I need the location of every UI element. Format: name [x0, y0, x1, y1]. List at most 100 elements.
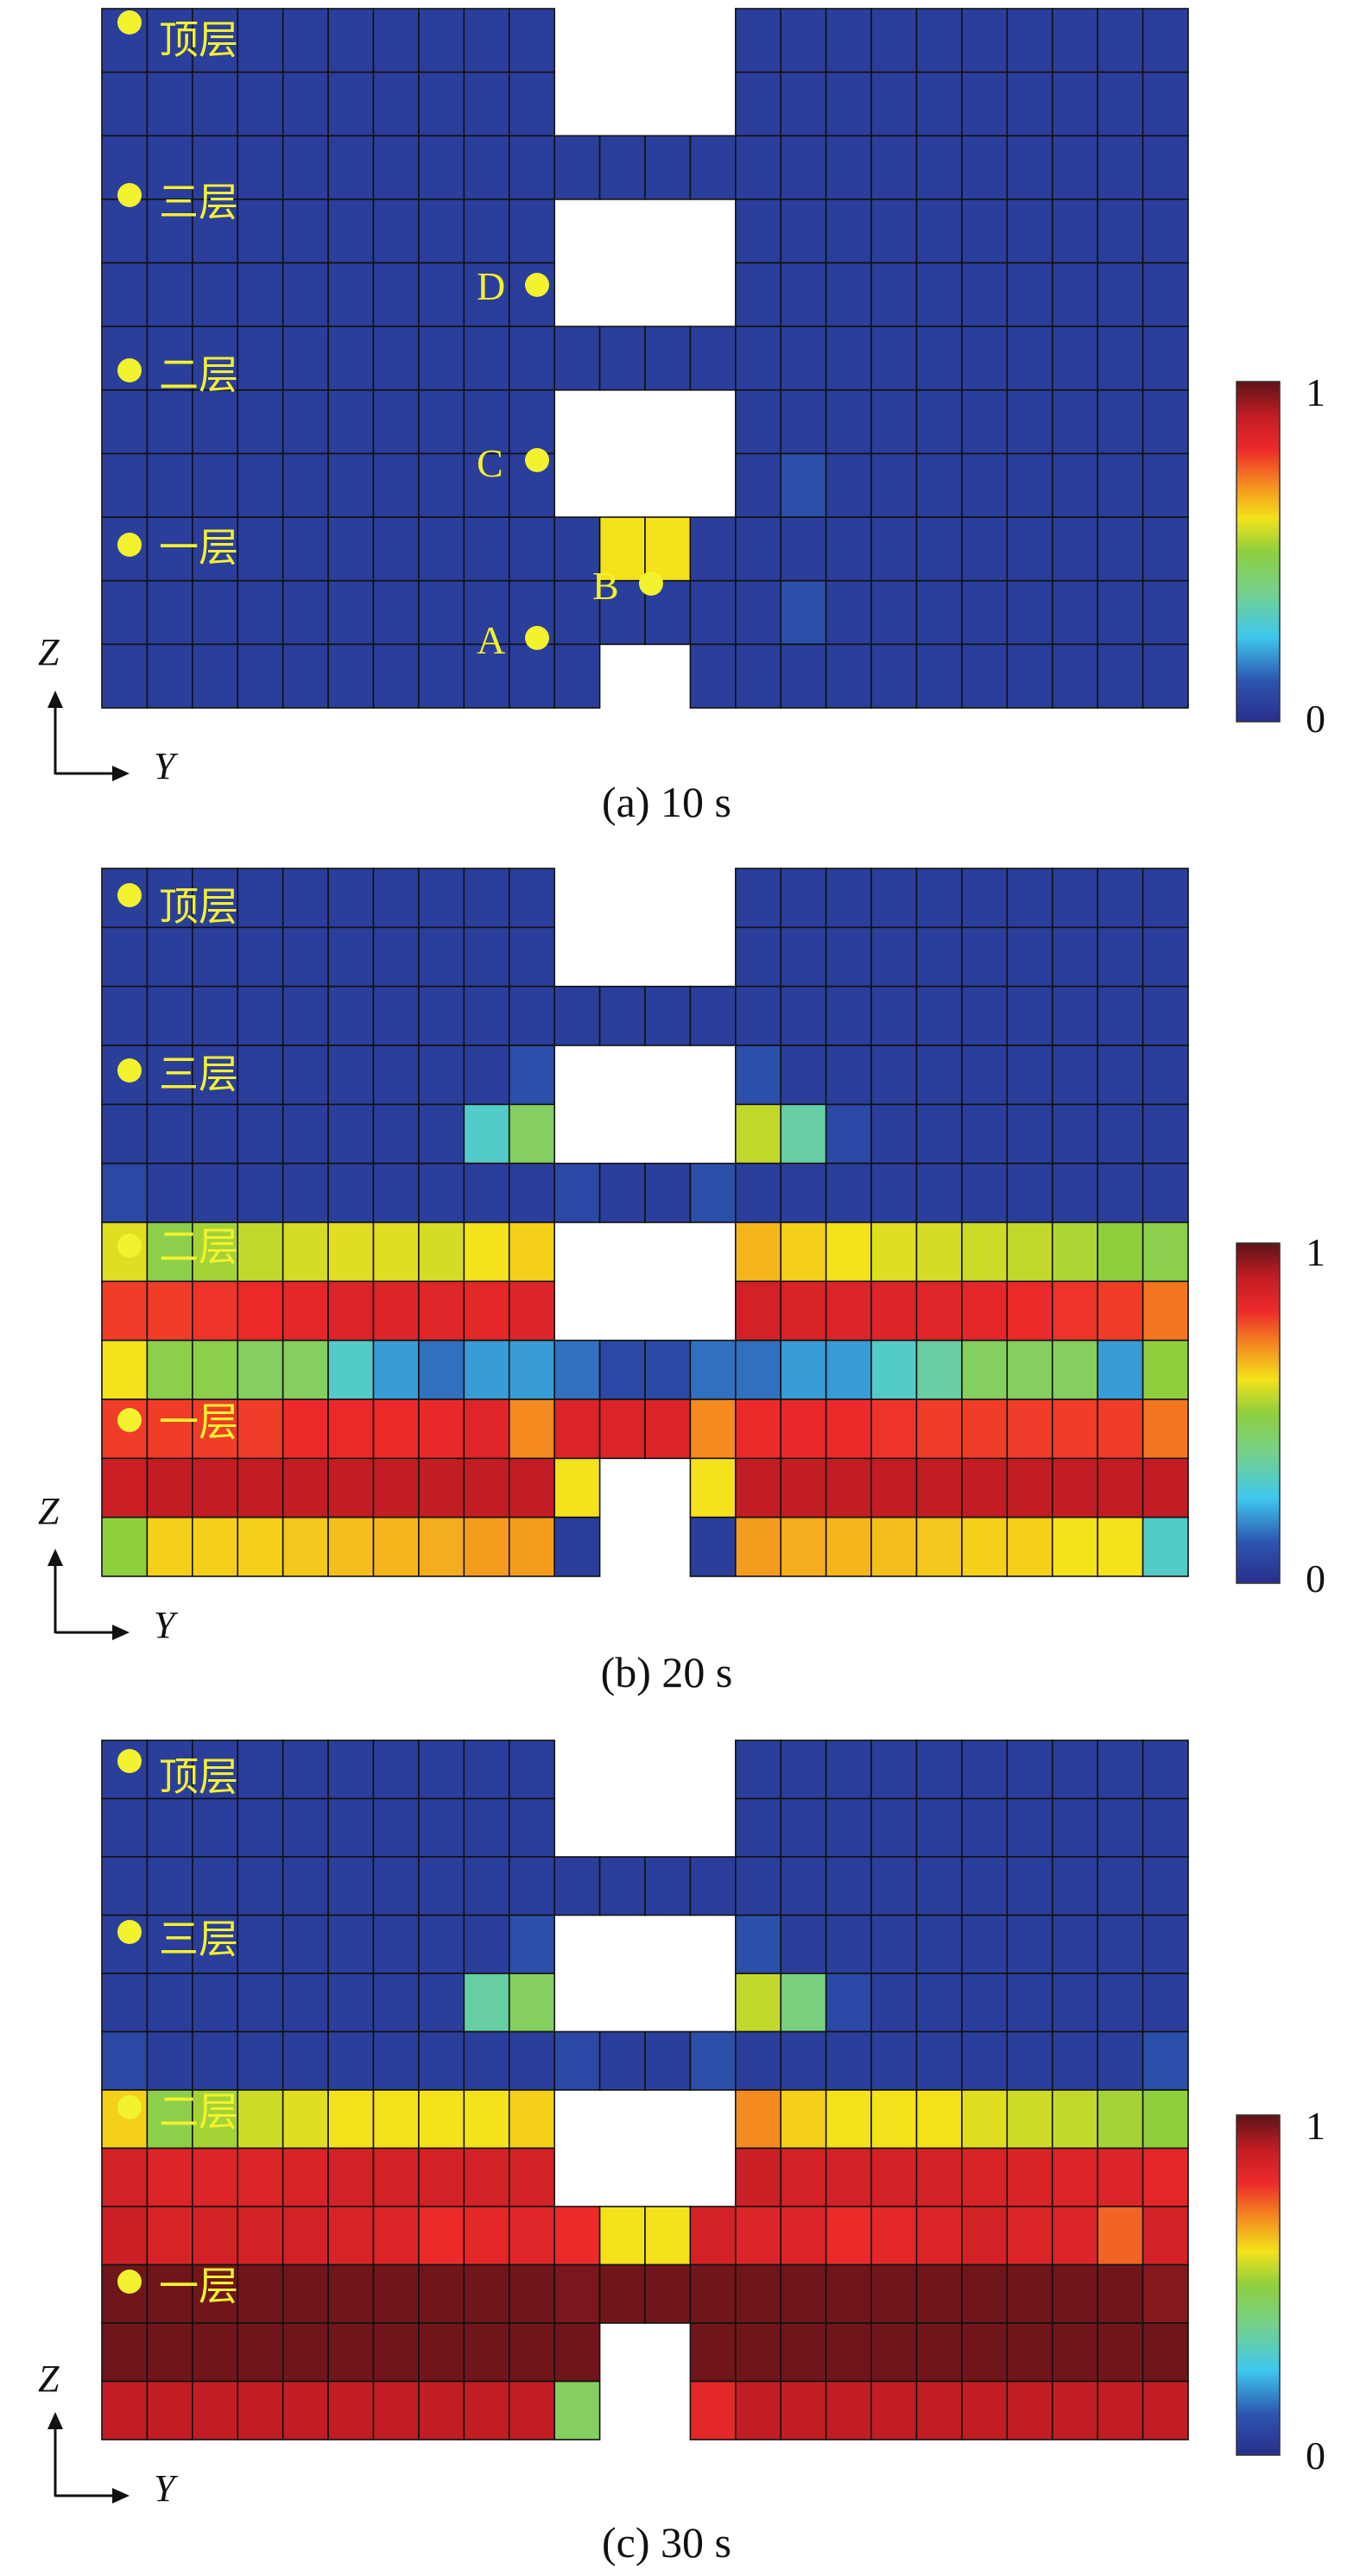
heatmap-cell — [463, 1222, 510, 1283]
heatmap-cell — [961, 2030, 1009, 2091]
heatmap-cell — [553, 135, 601, 200]
heatmap-cell — [870, 262, 918, 327]
heatmap-cell — [418, 2380, 465, 2440]
heatmap-cell — [192, 1739, 239, 1800]
heatmap-cell — [101, 1162, 149, 1223]
heatmap-cell — [372, 389, 420, 455]
heatmap-cell — [1142, 579, 1189, 646]
heatmap-cell — [508, 1280, 555, 1342]
heatmap-cell — [327, 1914, 375, 1974]
heatmap-cell — [1142, 199, 1189, 264]
heatmap-cell — [1142, 1280, 1189, 1342]
heatmap-cell — [192, 2380, 239, 2440]
heatmap-cell — [1051, 262, 1098, 327]
heatmap-cell — [689, 1856, 737, 1916]
heatmap-cell — [1142, 8, 1189, 73]
heatmap-cell — [735, 926, 782, 988]
heatmap-cell — [463, 71, 510, 137]
floor-dot — [117, 2095, 142, 2119]
heatmap-cell — [281, 1457, 329, 1518]
heatmap-cell — [463, 643, 510, 709]
heatmap-cell — [598, 1856, 646, 1916]
heatmap-cell — [825, 516, 872, 582]
colorbar-min-label: 0 — [1306, 1556, 1325, 1601]
heatmap-cell — [870, 2206, 918, 2266]
heatmap-cell — [915, 71, 963, 137]
heatmap-cell — [372, 2147, 420, 2207]
heatmap-cell — [327, 1339, 375, 1400]
heatmap-cell — [1051, 2089, 1098, 2150]
heatmap-cell — [1006, 643, 1053, 709]
heatmap-cell — [463, 1457, 510, 1518]
heatmap-cell — [915, 1797, 963, 1858]
heatmap-cell — [1006, 2263, 1053, 2324]
heatmap-cell — [735, 2206, 782, 2266]
heatmap-cell — [825, 325, 872, 391]
heatmap-cell — [1097, 1914, 1144, 1974]
heatmap-cell — [327, 135, 375, 200]
heatmap-cell — [644, 2263, 692, 2324]
heatmap-cell — [237, 2263, 284, 2324]
heatmap-cell — [1006, 2030, 1053, 2091]
heatmap-cell — [961, 8, 1009, 73]
heatmap-cell — [418, 516, 465, 582]
heatmap-cell — [418, 1797, 465, 1858]
heatmap-cell — [644, 985, 692, 1046]
heatmap-cell — [825, 1103, 872, 1165]
heatmap-cell — [327, 2206, 375, 2266]
heatmap-cell — [780, 926, 827, 988]
heatmap-cell — [146, 1457, 193, 1518]
heatmap-cell — [961, 868, 1009, 929]
heatmap-cell — [644, 1162, 692, 1223]
heatmap-cell — [915, 643, 963, 709]
heatmap-cell — [237, 389, 284, 455]
heatmap-cell — [1097, 1045, 1144, 1106]
heatmap-cell — [372, 1914, 420, 1974]
heatmap-cell — [553, 643, 601, 709]
floor-dot — [117, 358, 142, 382]
heatmap-cell — [780, 1739, 827, 1800]
heatmap-cell — [870, 389, 918, 455]
heatmap-cell — [825, 71, 872, 137]
heatmap-cell — [281, 325, 329, 391]
heatmap-cell — [553, 325, 601, 391]
colorbar-b: 1 0 — [1236, 1230, 1325, 1601]
y-axis-label: Y — [154, 1604, 179, 1646]
heatmap-cell — [644, 516, 692, 582]
heatmap-cell — [553, 2263, 601, 2324]
heatmap-cell — [101, 1516, 149, 1577]
heatmap-cell — [1097, 1516, 1144, 1577]
heatmap-cell — [598, 2030, 646, 2091]
heatmap-cell — [1097, 1280, 1144, 1342]
heatmap-cell — [237, 1973, 284, 2033]
panel-b: 顶层 三层 二层 一层 Z Y 1 0 (b) 20 s — [38, 868, 1325, 1696]
heatmap-cell — [1142, 1398, 1189, 1460]
heatmap-cell — [372, 2030, 420, 2091]
heatmap-cell — [237, 1162, 284, 1223]
heatmap-cell — [508, 2030, 555, 2091]
heatmap-cell — [192, 2089, 239, 2150]
heatmap-cell — [961, 1914, 1009, 1974]
heatmap-cell — [327, 2089, 375, 2150]
heatmap-cell — [237, 2206, 284, 2266]
heatmap-cell — [1051, 643, 1098, 709]
heatmap-cell — [961, 1856, 1009, 1916]
heatmap-cell — [915, 2147, 963, 2207]
heatmap-cell — [281, 1103, 329, 1165]
heatmap-cell — [961, 579, 1009, 646]
heatmap-cell — [961, 1045, 1009, 1106]
heatmap-cell — [327, 262, 375, 327]
colorbar-a: 1 0 — [1236, 370, 1325, 741]
heatmap-cell — [961, 2089, 1009, 2150]
heatmap-cell — [281, 1516, 329, 1577]
heatmap-cell — [870, 2263, 918, 2324]
heatmap-cell — [192, 135, 239, 200]
y-axis-label: Y — [154, 2467, 179, 2510]
heatmap-cell — [1051, 579, 1098, 646]
heatmap-cell — [553, 2206, 601, 2266]
heatmap-cell — [146, 2147, 193, 2207]
heatmap-cell — [735, 2030, 782, 2091]
heatmap-cell — [553, 1339, 601, 1400]
heatmap-cell — [1142, 643, 1189, 709]
heatmap-cell — [735, 2263, 782, 2324]
